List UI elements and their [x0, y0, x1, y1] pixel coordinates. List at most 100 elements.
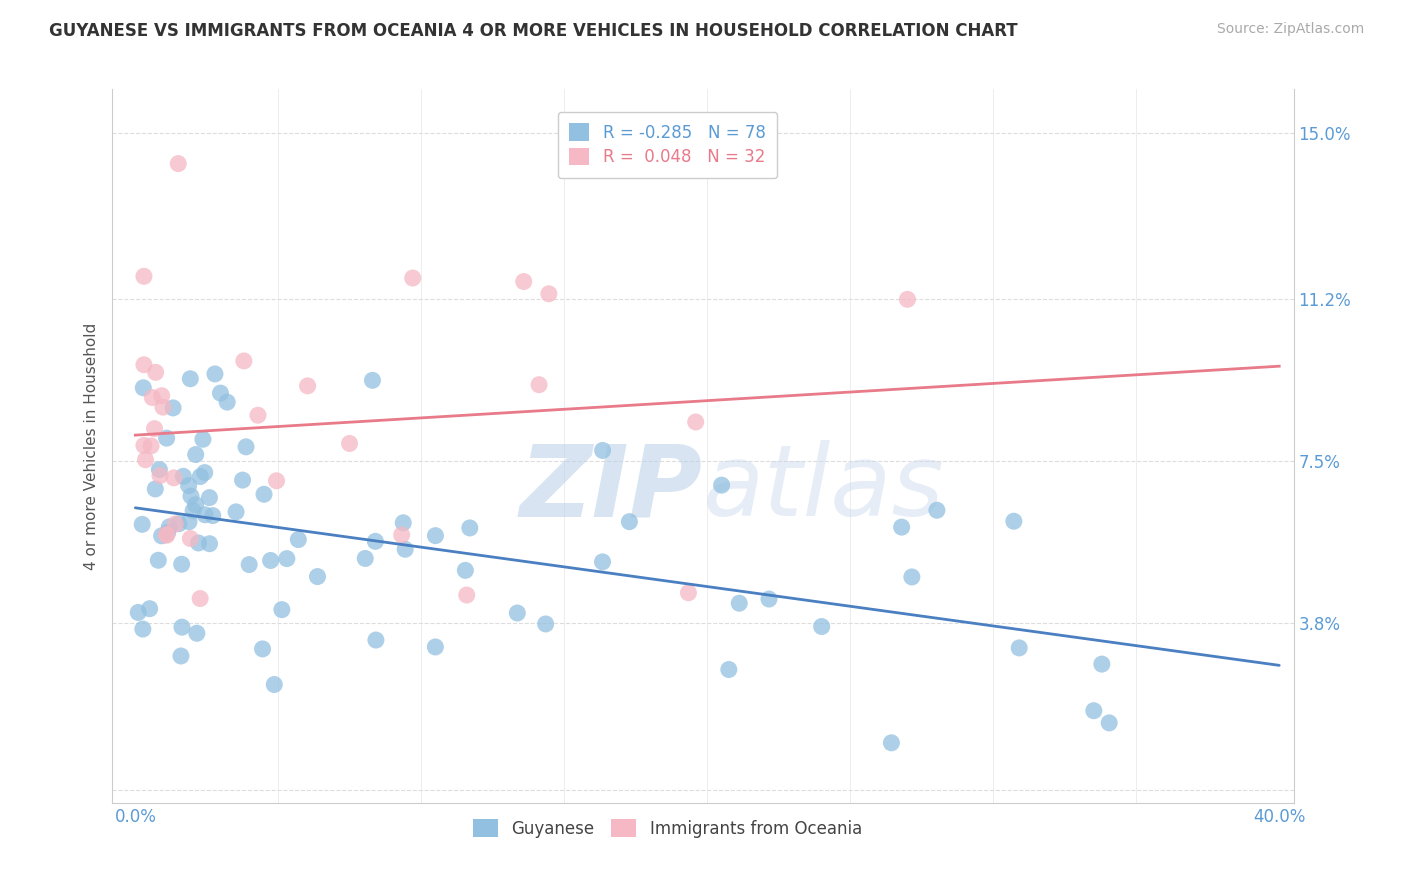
Point: [167, 516, 190, 531]
Point: [177, 478, 200, 492]
Point: [177, 515, 200, 529]
Point: [297, 379, 319, 393]
Y-axis label: 4 or more Vehicles in Household: 4 or more Vehicles in Household: [83, 322, 98, 570]
Point: [149, 468, 172, 483]
Point: [145, 365, 167, 379]
Point: [194, 508, 217, 522]
Point: [172, 469, 194, 483]
Point: [188, 591, 211, 606]
Point: [217, 395, 239, 409]
Point: [167, 156, 190, 170]
Point: [728, 596, 751, 610]
Point: [758, 592, 780, 607]
Point: [139, 439, 162, 453]
Point: [201, 508, 224, 523]
Point: [710, 478, 733, 492]
Point: [179, 372, 201, 386]
Point: [194, 466, 217, 480]
Point: [534, 617, 557, 632]
Point: [592, 443, 614, 458]
Point: [127, 606, 149, 620]
Point: [148, 553, 170, 567]
Point: [152, 400, 174, 414]
Point: [132, 269, 155, 284]
Point: [361, 373, 384, 387]
Point: [402, 271, 425, 285]
Point: [156, 528, 179, 542]
Point: [512, 275, 534, 289]
Point: [150, 529, 173, 543]
Point: [162, 401, 184, 415]
Point: [391, 528, 413, 542]
Point: [354, 551, 377, 566]
Point: [364, 534, 387, 549]
Point: [232, 473, 254, 487]
Point: [235, 440, 257, 454]
Point: [143, 482, 166, 496]
Point: [259, 553, 281, 567]
Point: [170, 620, 193, 634]
Point: [143, 422, 166, 436]
Point: [527, 377, 550, 392]
Point: [1091, 657, 1114, 672]
Point: [276, 551, 298, 566]
Point: [266, 474, 288, 488]
Point: [188, 469, 211, 483]
Point: [717, 663, 740, 677]
Point: [163, 471, 186, 485]
Point: [537, 286, 560, 301]
Point: [157, 520, 180, 534]
Point: [232, 354, 254, 368]
Point: [896, 293, 918, 307]
Text: GUYANESE VS IMMIGRANTS FROM OCEANIA 4 OR MORE VEHICLES IN HOUSEHOLD CORRELATION : GUYANESE VS IMMIGRANTS FROM OCEANIA 4 OR…: [49, 22, 1018, 40]
Point: [925, 503, 948, 517]
Point: [685, 415, 707, 429]
Point: [187, 536, 209, 550]
Point: [425, 640, 447, 654]
Point: [132, 358, 155, 372]
Point: [180, 489, 202, 503]
Point: [592, 555, 614, 569]
Point: [364, 633, 387, 648]
Point: [901, 570, 924, 584]
Point: [270, 602, 292, 616]
Point: [225, 505, 247, 519]
Point: [156, 431, 179, 445]
Point: [184, 448, 207, 462]
Point: [198, 491, 221, 505]
Point: [131, 517, 153, 532]
Point: [135, 452, 157, 467]
Point: [1098, 715, 1121, 730]
Point: [170, 648, 193, 663]
Point: [253, 487, 276, 501]
Legend: Guyanese, Immigrants from Oceania: Guyanese, Immigrants from Oceania: [467, 813, 869, 845]
Point: [132, 381, 155, 395]
Point: [132, 622, 155, 636]
Point: [238, 558, 260, 572]
Point: [179, 532, 201, 546]
Point: [132, 438, 155, 452]
Point: [506, 606, 529, 620]
Point: [678, 586, 700, 600]
Point: [287, 533, 309, 547]
Point: [392, 516, 415, 530]
Point: [156, 525, 179, 540]
Point: [246, 408, 269, 422]
Point: [1002, 514, 1025, 528]
Point: [148, 462, 170, 476]
Point: [425, 528, 447, 542]
Point: [1083, 704, 1105, 718]
Point: [263, 677, 285, 691]
Point: [458, 521, 481, 535]
Point: [880, 736, 903, 750]
Point: [619, 515, 641, 529]
Point: [155, 527, 177, 541]
Point: [307, 569, 329, 583]
Point: [456, 588, 478, 602]
Point: [186, 626, 208, 640]
Point: [252, 641, 274, 656]
Point: [454, 563, 477, 577]
Point: [181, 504, 204, 518]
Point: [1008, 640, 1031, 655]
Point: [191, 432, 214, 446]
